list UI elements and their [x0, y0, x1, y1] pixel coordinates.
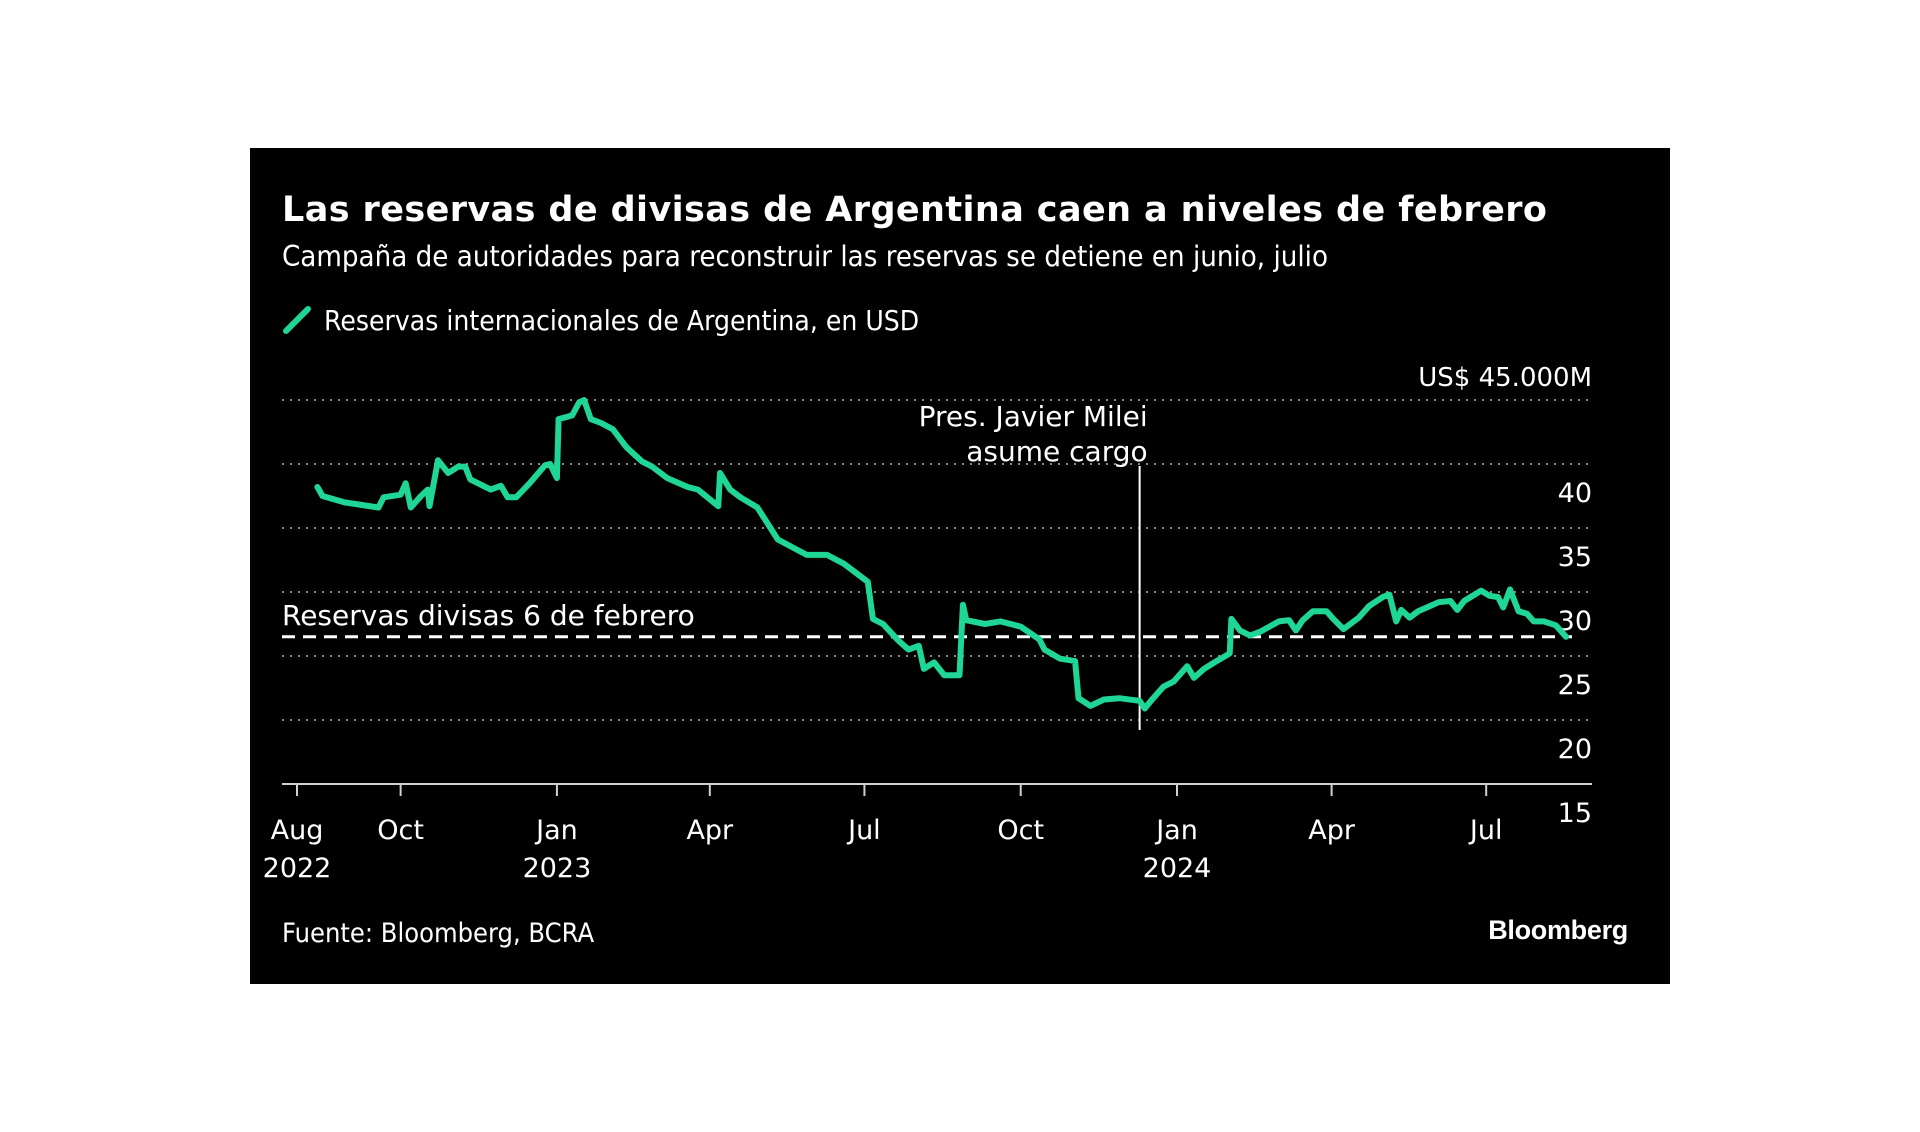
chart-title: Las reservas de divisas de Argentina cae…: [282, 190, 1548, 230]
x-tick-year-label: 2023: [523, 853, 592, 884]
x-tick-label: Jan: [1154, 815, 1198, 846]
x-tick-label: Aug: [271, 815, 324, 846]
chart-panel: Las reservas de divisas de Argentina cae…: [250, 148, 1670, 984]
y-tick-label: 40: [1558, 478, 1592, 509]
legend: Reservas internacionales de Argentina, e…: [282, 300, 985, 340]
y-axis-unit-label: US$ 45.000M: [1418, 363, 1592, 393]
x-tick-label: Apr: [686, 815, 734, 846]
x-axis: Aug 2022 Oct Jan 2023 Apr Jul Oct Jan 2024 Apr Jul: [263, 783, 1592, 884]
bloomberg-logo: Bloomberg: [1488, 915, 1628, 945]
x-tick-label: Jan: [534, 815, 578, 846]
x-tick-label: Jul: [1468, 815, 1503, 846]
x-tick-label: Oct: [997, 815, 1044, 846]
chart-subtitle: Campaña de autoridades para reconstruir …: [282, 240, 1328, 273]
reference-line-group: Reservas divisas 6 de febrero: [282, 599, 1572, 639]
annotation-label: asume cargo: [966, 435, 1147, 468]
x-tick-label: Apr: [1308, 815, 1356, 846]
legend-line-icon: [283, 306, 311, 334]
x-tick-year-label: 2024: [1143, 853, 1212, 884]
reference-line-label: Reservas divisas 6 de febrero: [282, 599, 695, 632]
y-tick-label: 25: [1558, 670, 1592, 701]
x-tick-label: Jul: [846, 815, 881, 846]
y-tick-label: 35: [1558, 542, 1592, 573]
series-line: [314, 397, 1569, 712]
series-group: [314, 397, 1569, 712]
y-tick-label: 15: [1558, 798, 1592, 829]
annotation-label: Pres. Javier Milei: [919, 400, 1148, 433]
legend-label: Reservas internacionales de Argentina, e…: [324, 303, 920, 337]
x-tick-label: Oct: [377, 815, 424, 846]
x-tick-year-label: 2022: [263, 853, 332, 884]
y-tick-label: 20: [1558, 734, 1592, 765]
source-note: Fuente: Bloomberg, BCRA: [282, 918, 595, 949]
gridlines: [282, 399, 1592, 721]
